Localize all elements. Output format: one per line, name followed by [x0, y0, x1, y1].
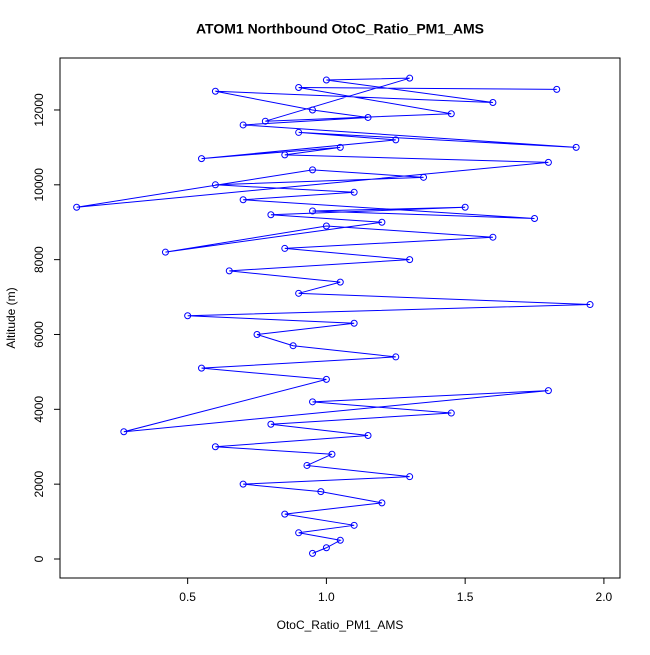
- point: [322, 76, 330, 84]
- point: [586, 301, 594, 309]
- point: [309, 207, 317, 215]
- point: [406, 473, 414, 481]
- x-tick-label: 2.0: [596, 590, 613, 604]
- point: [489, 98, 497, 106]
- point: [281, 151, 289, 159]
- point: [350, 188, 358, 196]
- point: [378, 499, 386, 507]
- point: [211, 181, 219, 189]
- y-tick-label: 12000: [32, 93, 46, 127]
- point: [322, 375, 330, 383]
- y-tick-label: 8000: [32, 246, 46, 273]
- point: [161, 248, 169, 256]
- point: [447, 110, 455, 118]
- point: [184, 312, 192, 320]
- point: [295, 84, 303, 92]
- point: [261, 117, 269, 125]
- point: [336, 143, 344, 151]
- point: [225, 267, 233, 275]
- point: [553, 85, 561, 93]
- y-tick-label: 0: [32, 555, 46, 562]
- point: [295, 529, 303, 537]
- point: [120, 428, 128, 436]
- point: [281, 244, 289, 252]
- point: [328, 450, 336, 458]
- point: [322, 544, 330, 552]
- point: [211, 87, 219, 95]
- point: [73, 203, 81, 211]
- series-line: [76, 77, 591, 554]
- point: [572, 143, 580, 151]
- point: [544, 387, 552, 395]
- point: [317, 488, 325, 496]
- point: [322, 222, 330, 230]
- x-tick-label: 1.0: [318, 590, 335, 604]
- point: [309, 549, 317, 557]
- point: [198, 155, 206, 163]
- point: [350, 521, 358, 529]
- point: [198, 364, 206, 372]
- point: [378, 218, 386, 226]
- x-tick-label: 1.5: [457, 590, 474, 604]
- y-tick-label: 6000: [32, 321, 46, 348]
- point: [544, 158, 552, 166]
- point: [309, 398, 317, 406]
- point: [303, 461, 311, 469]
- y-tick-label: 2000: [32, 470, 46, 497]
- point: [239, 480, 247, 488]
- point: [420, 173, 428, 181]
- point: [289, 342, 297, 350]
- point: [239, 121, 247, 129]
- point: [364, 113, 372, 121]
- plot-frame: [59, 57, 621, 579]
- y-axis-label: Altitude (m): [4, 287, 18, 348]
- point: [364, 432, 372, 440]
- y-tick-label: 4000: [32, 396, 46, 423]
- point: [309, 166, 317, 174]
- x-tick-label: 0.5: [179, 590, 196, 604]
- point: [489, 233, 497, 241]
- y-tick-label: 10000: [32, 168, 46, 202]
- point: [406, 256, 414, 264]
- point: [239, 196, 247, 204]
- point: [406, 74, 414, 82]
- point: [392, 136, 400, 144]
- point: [336, 536, 344, 544]
- point: [531, 214, 539, 222]
- point: [392, 353, 400, 361]
- point: [281, 510, 289, 518]
- point: [309, 106, 317, 114]
- point: [211, 443, 219, 451]
- chart-title: ATOM1 Northbound OtoC_Ratio_PM1_AMS: [196, 21, 484, 37]
- point: [461, 203, 469, 211]
- point: [447, 409, 455, 417]
- x-axis-label: OtoC_Ratio_PM1_AMS: [277, 618, 404, 632]
- point: [295, 128, 303, 136]
- point: [267, 211, 275, 219]
- point: [253, 330, 261, 338]
- point: [350, 319, 358, 327]
- point: [267, 420, 275, 428]
- point: [295, 289, 303, 297]
- point: [336, 278, 344, 286]
